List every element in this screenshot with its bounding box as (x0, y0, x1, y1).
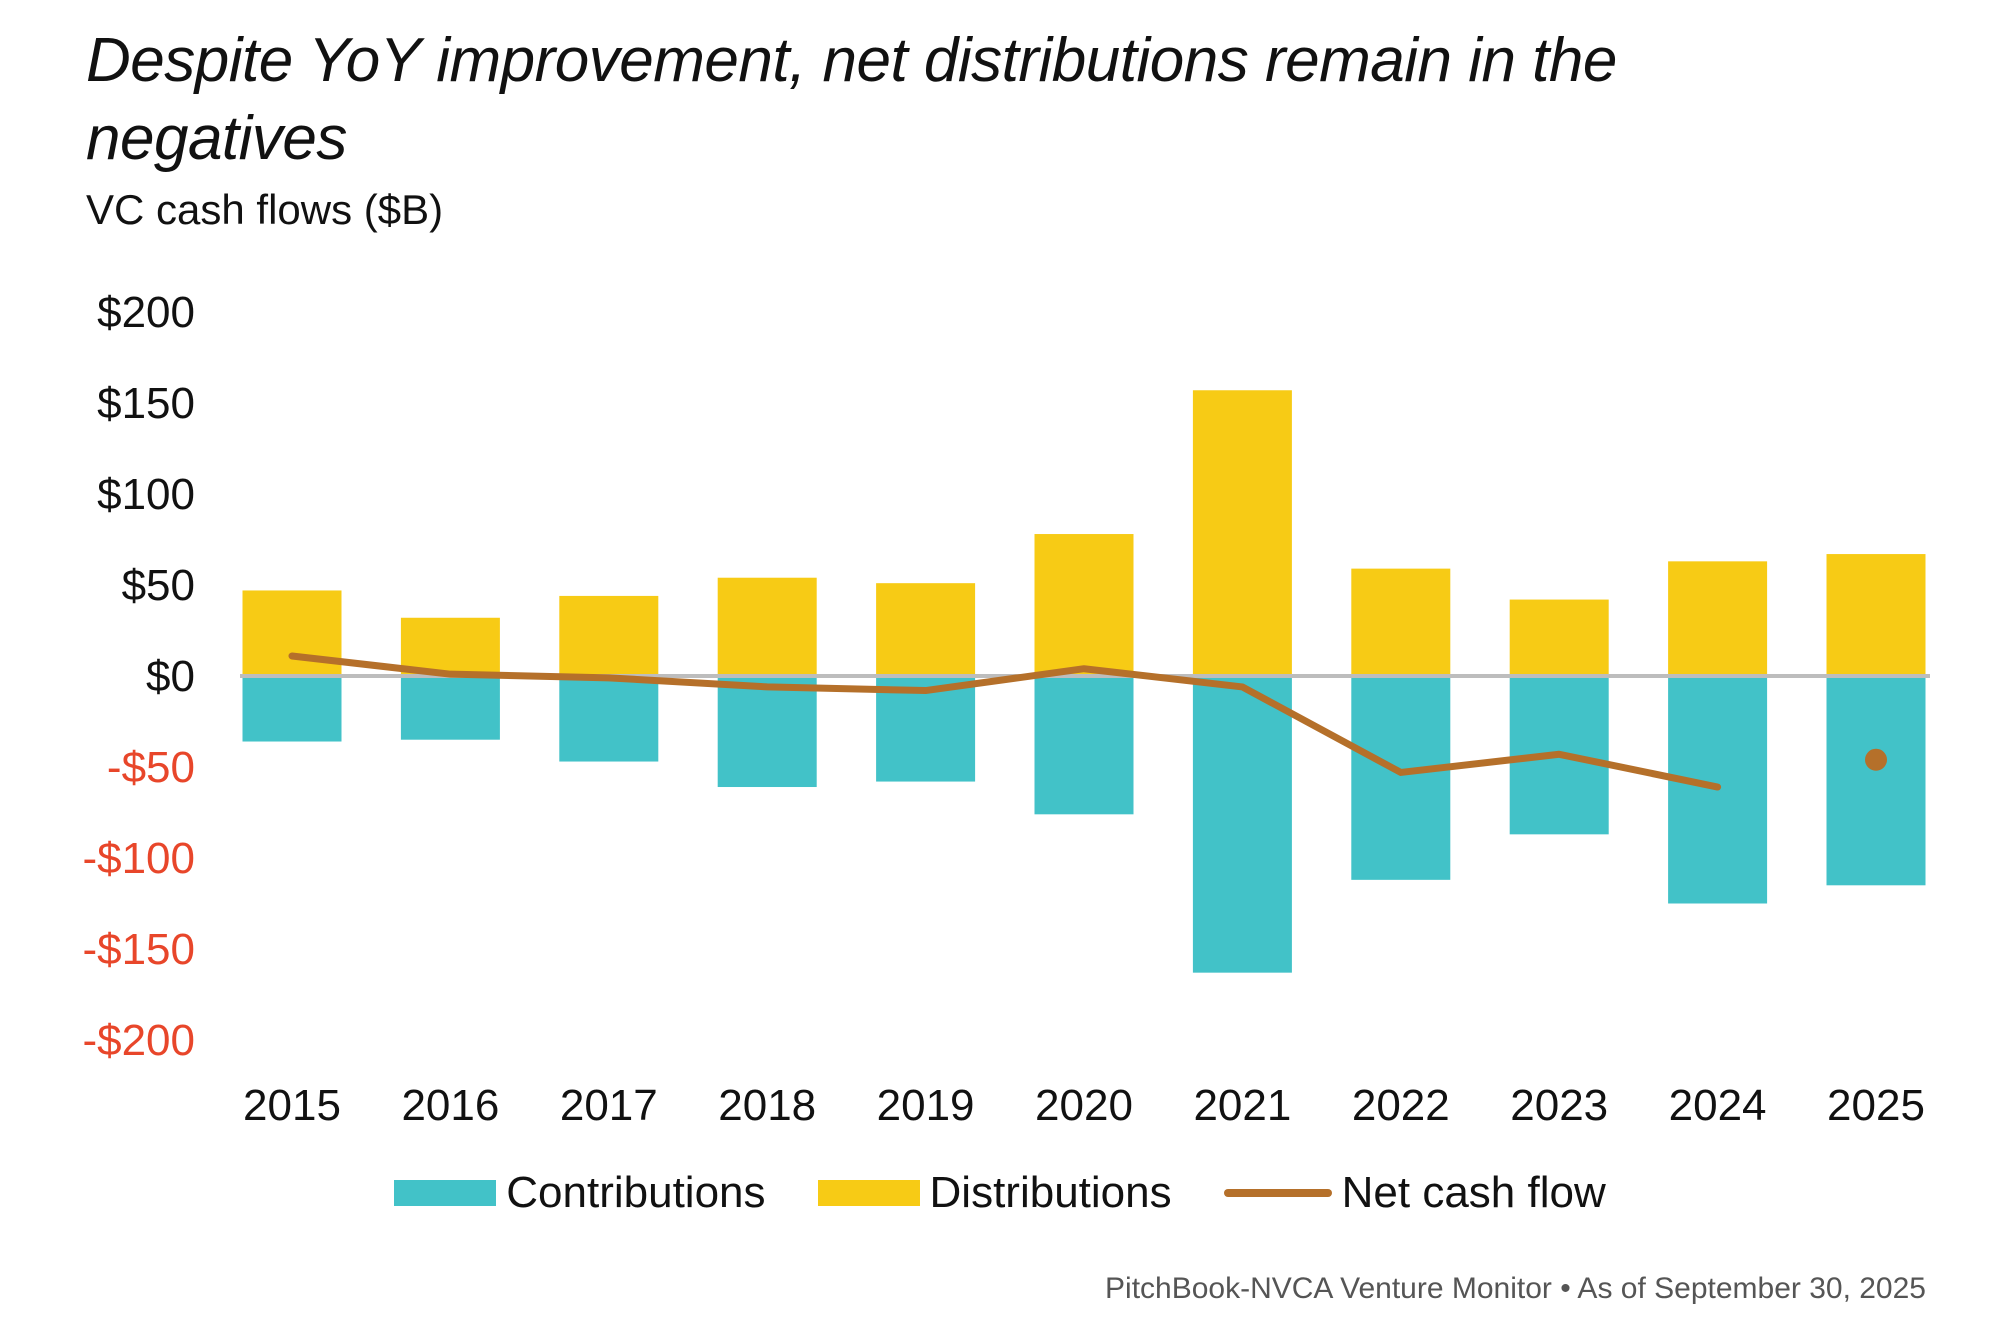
bar-contributions (1192, 676, 1292, 973)
bar-distributions (1509, 599, 1609, 676)
x-tick-label: 2019 (877, 1081, 975, 1130)
x-tick-label: 2025 (1827, 1081, 1925, 1130)
legend-swatch-net-cash-flow (1223, 1189, 1332, 1197)
bar-contributions (1351, 676, 1451, 880)
y-tick-label: $50 (122, 561, 195, 610)
chart-subtitle: VC cash flows ($B) (86, 186, 444, 233)
y-tick-label: $150 (97, 379, 195, 428)
net-cash-flow-point (1865, 748, 1887, 771)
legend-distributions: Distributions (817, 1168, 1172, 1218)
y-tick-label: $0 (146, 652, 195, 701)
bar-distributions (1826, 554, 1926, 676)
y-tick-label: $100 (97, 470, 195, 519)
bar-distributions (876, 583, 976, 676)
y-tick-label: -$150 (82, 925, 195, 974)
x-tick-label: 2018 (718, 1081, 816, 1130)
bar-distributions (1351, 568, 1451, 676)
bar-distributions (1034, 534, 1134, 676)
y-tick-label: -$100 (82, 834, 195, 883)
bar-contributions (717, 676, 817, 788)
bar-distributions (1668, 561, 1768, 676)
y-tick-label: $200 (97, 288, 195, 337)
legend-swatch-distributions (817, 1180, 920, 1206)
legend: Contributions Distributions Net cash flo… (0, 1168, 2000, 1218)
y-tick-label: -$200 (82, 1016, 195, 1065)
bar-distributions (717, 577, 817, 676)
bar-distributions (400, 617, 500, 676)
x-tick-label: 2015 (243, 1081, 341, 1130)
bar-contributions (400, 676, 500, 740)
bar-distributions (559, 595, 659, 676)
x-tick-label: 2016 (401, 1081, 499, 1130)
legend-label: Contributions (506, 1168, 766, 1217)
chart-title: Despite YoY improvement, net distributio… (86, 26, 1617, 173)
y-tick-label: -$50 (107, 743, 195, 792)
bar-contributions (559, 676, 659, 762)
legend-label: Distributions (929, 1168, 1172, 1217)
legend-swatch-contributions (394, 1180, 497, 1206)
legend-label: Net cash flow (1341, 1168, 1606, 1217)
x-tick-label: 2017 (560, 1081, 658, 1130)
bar-contributions (1034, 676, 1134, 815)
x-tick-label: 2022 (1352, 1081, 1450, 1130)
bar-contributions (1826, 676, 1926, 886)
bar-contributions (242, 676, 342, 742)
x-tick-label: 2024 (1669, 1081, 1767, 1130)
source-note: PitchBook-NVCA Venture Monitor • As of S… (1105, 1272, 1926, 1305)
legend-contributions: Contributions (394, 1168, 766, 1218)
bar-distributions (1192, 390, 1292, 676)
x-tick-label: 2021 (1193, 1081, 1291, 1130)
legend-net-cash-flow: Net cash flow (1223, 1168, 1606, 1218)
x-tick-label: 2020 (1035, 1081, 1133, 1130)
x-tick-label: 2023 (1510, 1081, 1608, 1130)
net-cash-flow-line (288, 652, 1722, 791)
